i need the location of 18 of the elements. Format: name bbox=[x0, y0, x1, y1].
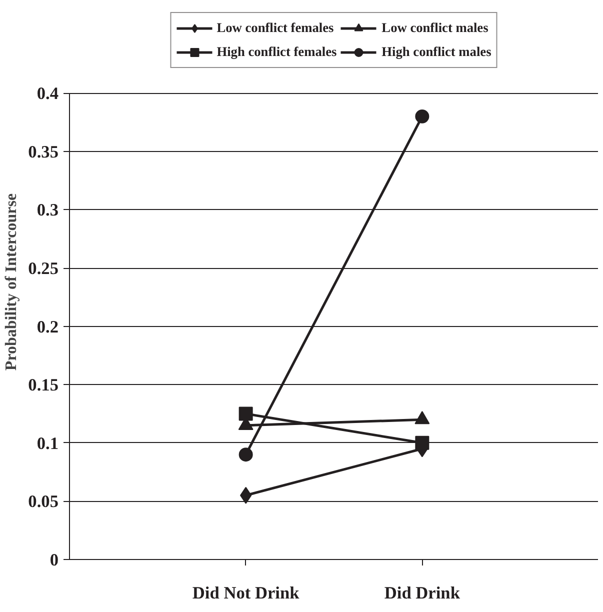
y-tick-label: 0.05 bbox=[28, 492, 59, 512]
y-tick-label: 0 bbox=[50, 550, 59, 570]
point bbox=[415, 109, 430, 124]
x-tick-label: Did Drink bbox=[384, 584, 460, 602]
legend-label: Low conflict females bbox=[216, 20, 334, 36]
y-tick-label: 0.1 bbox=[36, 434, 59, 453]
y-tick-label: 0.35 bbox=[28, 142, 59, 162]
y-tick-label: 0.2 bbox=[36, 317, 59, 336]
point bbox=[238, 448, 253, 462]
y-tick-label: 0.3 bbox=[36, 200, 59, 220]
y-axis-title: Probability of Intercourse bbox=[3, 193, 20, 371]
y-tick-label: 0.15 bbox=[28, 376, 59, 395]
x-tick-label: Did Not Drink bbox=[192, 584, 300, 602]
y-tick-label: 0.4 bbox=[36, 84, 59, 104]
legend-label: High conflict males bbox=[382, 44, 492, 60]
y-tick-label: 0.25 bbox=[28, 259, 59, 278]
legend-label: Low conflict males bbox=[382, 20, 488, 36]
legend-label: High conflict females bbox=[216, 44, 337, 60]
